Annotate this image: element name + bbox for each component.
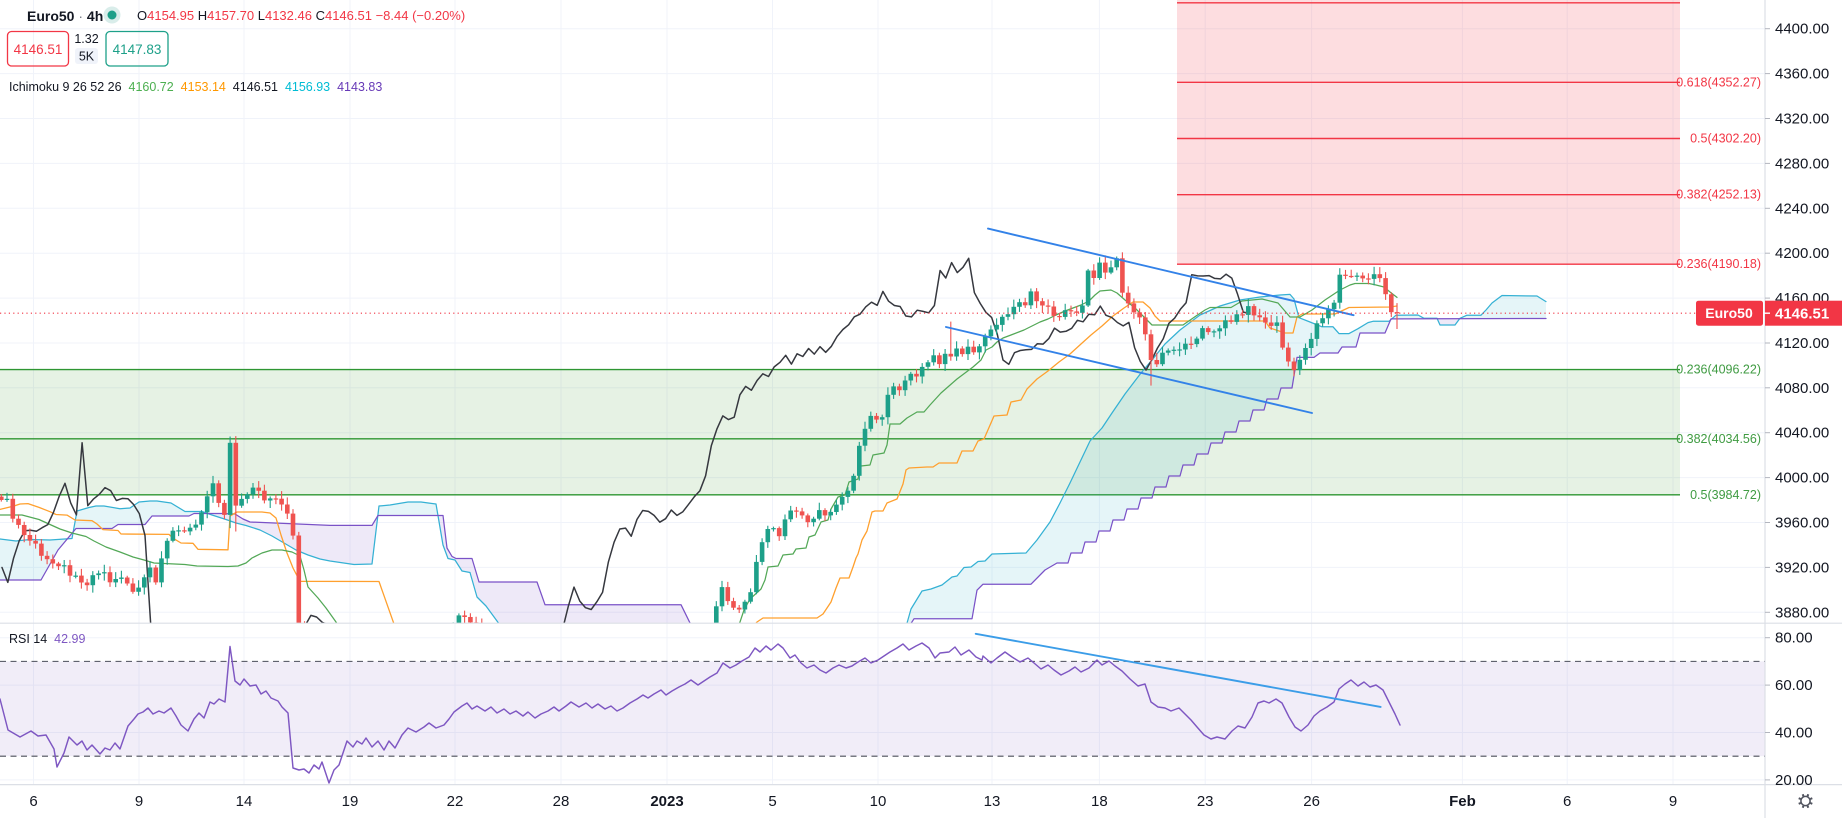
- svg-text:Euro50: Euro50: [1705, 305, 1753, 321]
- svg-text:4120.00: 4120.00: [1775, 335, 1829, 352]
- svg-text:RSI 14 42.99: RSI 14 42.99: [9, 632, 85, 646]
- svg-text:40.00: 40.00: [1775, 725, 1813, 742]
- svg-text:13: 13: [984, 793, 1001, 810]
- svg-text:4320.00: 4320.00: [1775, 111, 1829, 128]
- svg-text:0.5(3984.72): 0.5(3984.72): [1690, 488, 1761, 502]
- svg-text:4400.00: 4400.00: [1775, 21, 1829, 38]
- svg-text:5K: 5K: [79, 50, 95, 64]
- svg-text:3960.00: 3960.00: [1775, 515, 1829, 532]
- svg-text:18: 18: [1091, 793, 1108, 810]
- svg-text:0.382(4252.13): 0.382(4252.13): [1676, 188, 1761, 202]
- svg-text:14: 14: [236, 793, 253, 810]
- svg-text:0.236(4190.18): 0.236(4190.18): [1676, 257, 1761, 271]
- svg-text:9: 9: [1669, 793, 1677, 810]
- svg-text:22: 22: [447, 793, 464, 810]
- svg-text:4200.00: 4200.00: [1775, 245, 1829, 262]
- svg-text:4147.83: 4147.83: [113, 42, 162, 57]
- svg-text:Feb: Feb: [1449, 793, 1476, 810]
- svg-text:4240.00: 4240.00: [1775, 200, 1829, 217]
- svg-text:9: 9: [135, 793, 143, 810]
- svg-text:3880.00: 3880.00: [1775, 604, 1829, 621]
- svg-text:4040.00: 4040.00: [1775, 425, 1829, 442]
- svg-text:19: 19: [342, 793, 359, 810]
- svg-text:4080.00: 4080.00: [1775, 380, 1829, 397]
- svg-text:6: 6: [29, 793, 37, 810]
- svg-text:0.5(4302.20): 0.5(4302.20): [1690, 132, 1761, 146]
- svg-text:O4154.95 H4157.70 L4132.46 C41: O4154.95 H4157.70 L4132.46 C4146.51 −8.4…: [137, 8, 465, 23]
- svg-text:28: 28: [553, 793, 570, 810]
- svg-text:3920.00: 3920.00: [1775, 559, 1829, 576]
- svg-text:2023: 2023: [650, 793, 683, 810]
- svg-text:4360.00: 4360.00: [1775, 66, 1829, 83]
- svg-text:80.00: 80.00: [1775, 630, 1813, 647]
- svg-text:4146.51: 4146.51: [1775, 306, 1829, 323]
- svg-text:10: 10: [870, 793, 887, 810]
- svg-text:20.00: 20.00: [1775, 772, 1813, 789]
- svg-text:0.236(4096.22): 0.236(4096.22): [1676, 363, 1761, 377]
- svg-text:0.382(4034.56): 0.382(4034.56): [1676, 432, 1761, 446]
- svg-text:23: 23: [1197, 793, 1214, 810]
- svg-text:1.32: 1.32: [74, 32, 98, 46]
- svg-text:26: 26: [1303, 793, 1320, 810]
- svg-text:0.618(4352.27): 0.618(4352.27): [1676, 75, 1761, 89]
- svg-text:Ichimoku 9 26 52 26 4160.72: Ichimoku 9 26 52 26 4160.72 4153.14 4146…: [9, 80, 382, 94]
- svg-text:6: 6: [1563, 793, 1571, 810]
- svg-text:4146.51: 4146.51: [14, 42, 63, 57]
- svg-text:60.00: 60.00: [1775, 677, 1813, 694]
- svg-text:4280.00: 4280.00: [1775, 155, 1829, 172]
- svg-text:4000.00: 4000.00: [1775, 470, 1829, 487]
- svg-text:Euro50 · 4h: Euro50 · 4h: [27, 8, 103, 24]
- svg-text:5: 5: [768, 793, 776, 810]
